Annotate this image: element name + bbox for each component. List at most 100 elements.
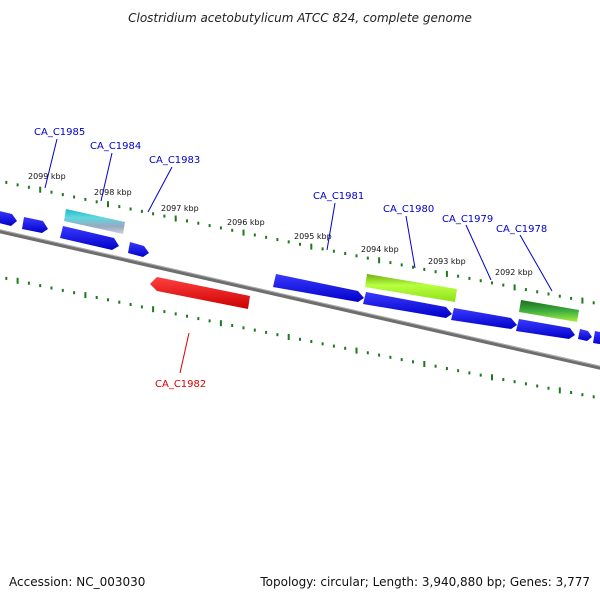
- gene-label[interactable]: CA_C1981: [313, 191, 364, 202]
- feature-lime[interactable]: [365, 274, 457, 302]
- gene-arrow[interactable]: [363, 292, 452, 318]
- ruler-minor-tick: [332, 344, 335, 348]
- ruler-minor-tick: [118, 300, 121, 304]
- ruler-minor-tick: [321, 247, 324, 251]
- ruler-minor-tick: [468, 371, 471, 375]
- gene-arrow[interactable]: [60, 226, 119, 250]
- gene-label[interactable]: CA_C1979: [442, 214, 493, 225]
- ruler-minor-tick: [570, 296, 573, 300]
- ruler-minor-tick: [468, 276, 471, 280]
- ruler-minor-tick: [400, 358, 403, 362]
- ruler-minor-tick: [197, 221, 200, 225]
- ruler-major-tick: [16, 277, 19, 284]
- ruler-minor-tick: [163, 214, 166, 218]
- ruler-minor-tick: [423, 267, 426, 271]
- ruler-minor-tick: [186, 219, 188, 223]
- ruler-minor-tick: [5, 276, 8, 280]
- ruler-minor-tick: [502, 283, 505, 287]
- ruler-major-tick: [242, 229, 245, 236]
- gene-label[interactable]: CA_C1982: [155, 379, 206, 390]
- ruler-major-tick: [39, 186, 42, 193]
- ruler-labels: 2099 kbp 2098 kbp 2097 kbp 2096 kbp 2095…: [28, 172, 533, 277]
- gene-label[interactable]: CA_C1985: [34, 127, 85, 138]
- ruler-minor-tick: [219, 226, 222, 230]
- ruler-minor-tick: [140, 305, 143, 309]
- ruler-label: 2099 kbp: [28, 172, 66, 181]
- ruler-minor-tick: [491, 281, 493, 285]
- ruler-minor-tick: [344, 252, 347, 255]
- ruler-minor-tick: [163, 310, 166, 314]
- ruler-major-tick: [378, 257, 381, 264]
- gene-label[interactable]: CA_C1983: [149, 155, 200, 166]
- gene-arrow[interactable]: [22, 217, 48, 233]
- ruler-minor-tick: [310, 340, 313, 343]
- gene-arrow[interactable]: [0, 210, 17, 226]
- ruler-minor-tick: [592, 301, 595, 305]
- ruler-major-tick: [84, 292, 87, 299]
- forward-strand-genes: [0, 210, 600, 345]
- ruler-minor-tick: [27, 185, 30, 189]
- ruler-minor-tick: [61, 193, 64, 197]
- accession-label: Accession: NC_003030: [9, 575, 145, 589]
- ruler-minor-tick: [287, 240, 290, 244]
- gene-arrow[interactable]: [516, 319, 575, 339]
- gene-arrow-reverse[interactable]: [150, 277, 250, 309]
- ruler-label: 2097 kbp: [161, 204, 199, 213]
- ruler-major-tick: [491, 374, 493, 381]
- leader-line: [100, 152, 113, 202]
- genome-backbone: [0, 229, 600, 370]
- ruler-minor-tick: [276, 238, 279, 242]
- ruler-minor-tick: [524, 288, 527, 292]
- ruler-minor-tick: [412, 265, 414, 269]
- ruler-minor-tick: [231, 228, 234, 232]
- gene-label[interactable]: CA_C1984: [90, 141, 141, 152]
- ruler-minor-tick: [197, 317, 200, 321]
- gene-arrow[interactable]: [451, 308, 517, 329]
- ruler-minor-tick: [129, 207, 132, 211]
- leader-line: [465, 224, 492, 281]
- feature-green[interactable]: [519, 300, 579, 322]
- gene-label[interactable]: CA_C1978: [496, 224, 547, 235]
- gene-arrow[interactable]: [128, 242, 149, 257]
- ruler-minor-tick: [479, 373, 482, 377]
- ruler-minor-tick: [299, 337, 301, 341]
- ruler-minor-tick: [389, 355, 392, 359]
- ruler-minor-tick: [208, 224, 211, 228]
- ruler-label: 2098 kbp: [94, 188, 132, 197]
- ruler-minor-tick: [366, 351, 369, 355]
- gene-label[interactable]: CA_C1980: [383, 204, 434, 215]
- ruler-minor-tick: [378, 353, 381, 357]
- ruler-minor-tick: [208, 319, 211, 323]
- ruler-minor-tick: [95, 200, 98, 204]
- ruler-minor-tick: [5, 180, 8, 184]
- leader-line: [326, 202, 336, 251]
- gene-arrow[interactable]: [273, 274, 364, 302]
- ruler-label: 2093 kbp: [428, 257, 466, 266]
- map-title: Clostridium acetobutylicum ATCC 824, com…: [128, 11, 472, 25]
- ruler-minor-tick: [84, 197, 87, 201]
- ruler-label: 2095 kbp: [294, 232, 332, 241]
- genome-summary: Topology: circular; Length: 3,940,880 bp…: [259, 575, 590, 589]
- ruler-minor-tick: [299, 242, 301, 246]
- ruler-minor-tick: [344, 346, 347, 350]
- ruler-minor-tick: [412, 360, 414, 364]
- feature-cyan[interactable]: [64, 209, 125, 234]
- ruler-major-tick: [174, 215, 177, 222]
- ruler-minor-tick: [366, 256, 369, 260]
- ruler-minor-tick: [276, 333, 279, 337]
- ruler-track-outer: [5, 180, 595, 305]
- ruler-minor-tick: [242, 326, 245, 330]
- ruler-minor-tick: [434, 364, 437, 368]
- ruler-minor-tick: [547, 386, 550, 390]
- ruler-minor-tick: [129, 303, 132, 306]
- ruler-minor-tick: [592, 395, 595, 399]
- ruler-minor-tick: [186, 314, 188, 318]
- ruler-major-tick: [219, 320, 222, 327]
- leader-line: [44, 138, 58, 189]
- ruler-minor-tick: [400, 263, 403, 267]
- ruler-minor-tick: [174, 312, 177, 316]
- gene-arrow[interactable]: [578, 329, 592, 341]
- ruler-major-tick: [152, 306, 155, 313]
- gene-arrow[interactable]: [593, 331, 600, 345]
